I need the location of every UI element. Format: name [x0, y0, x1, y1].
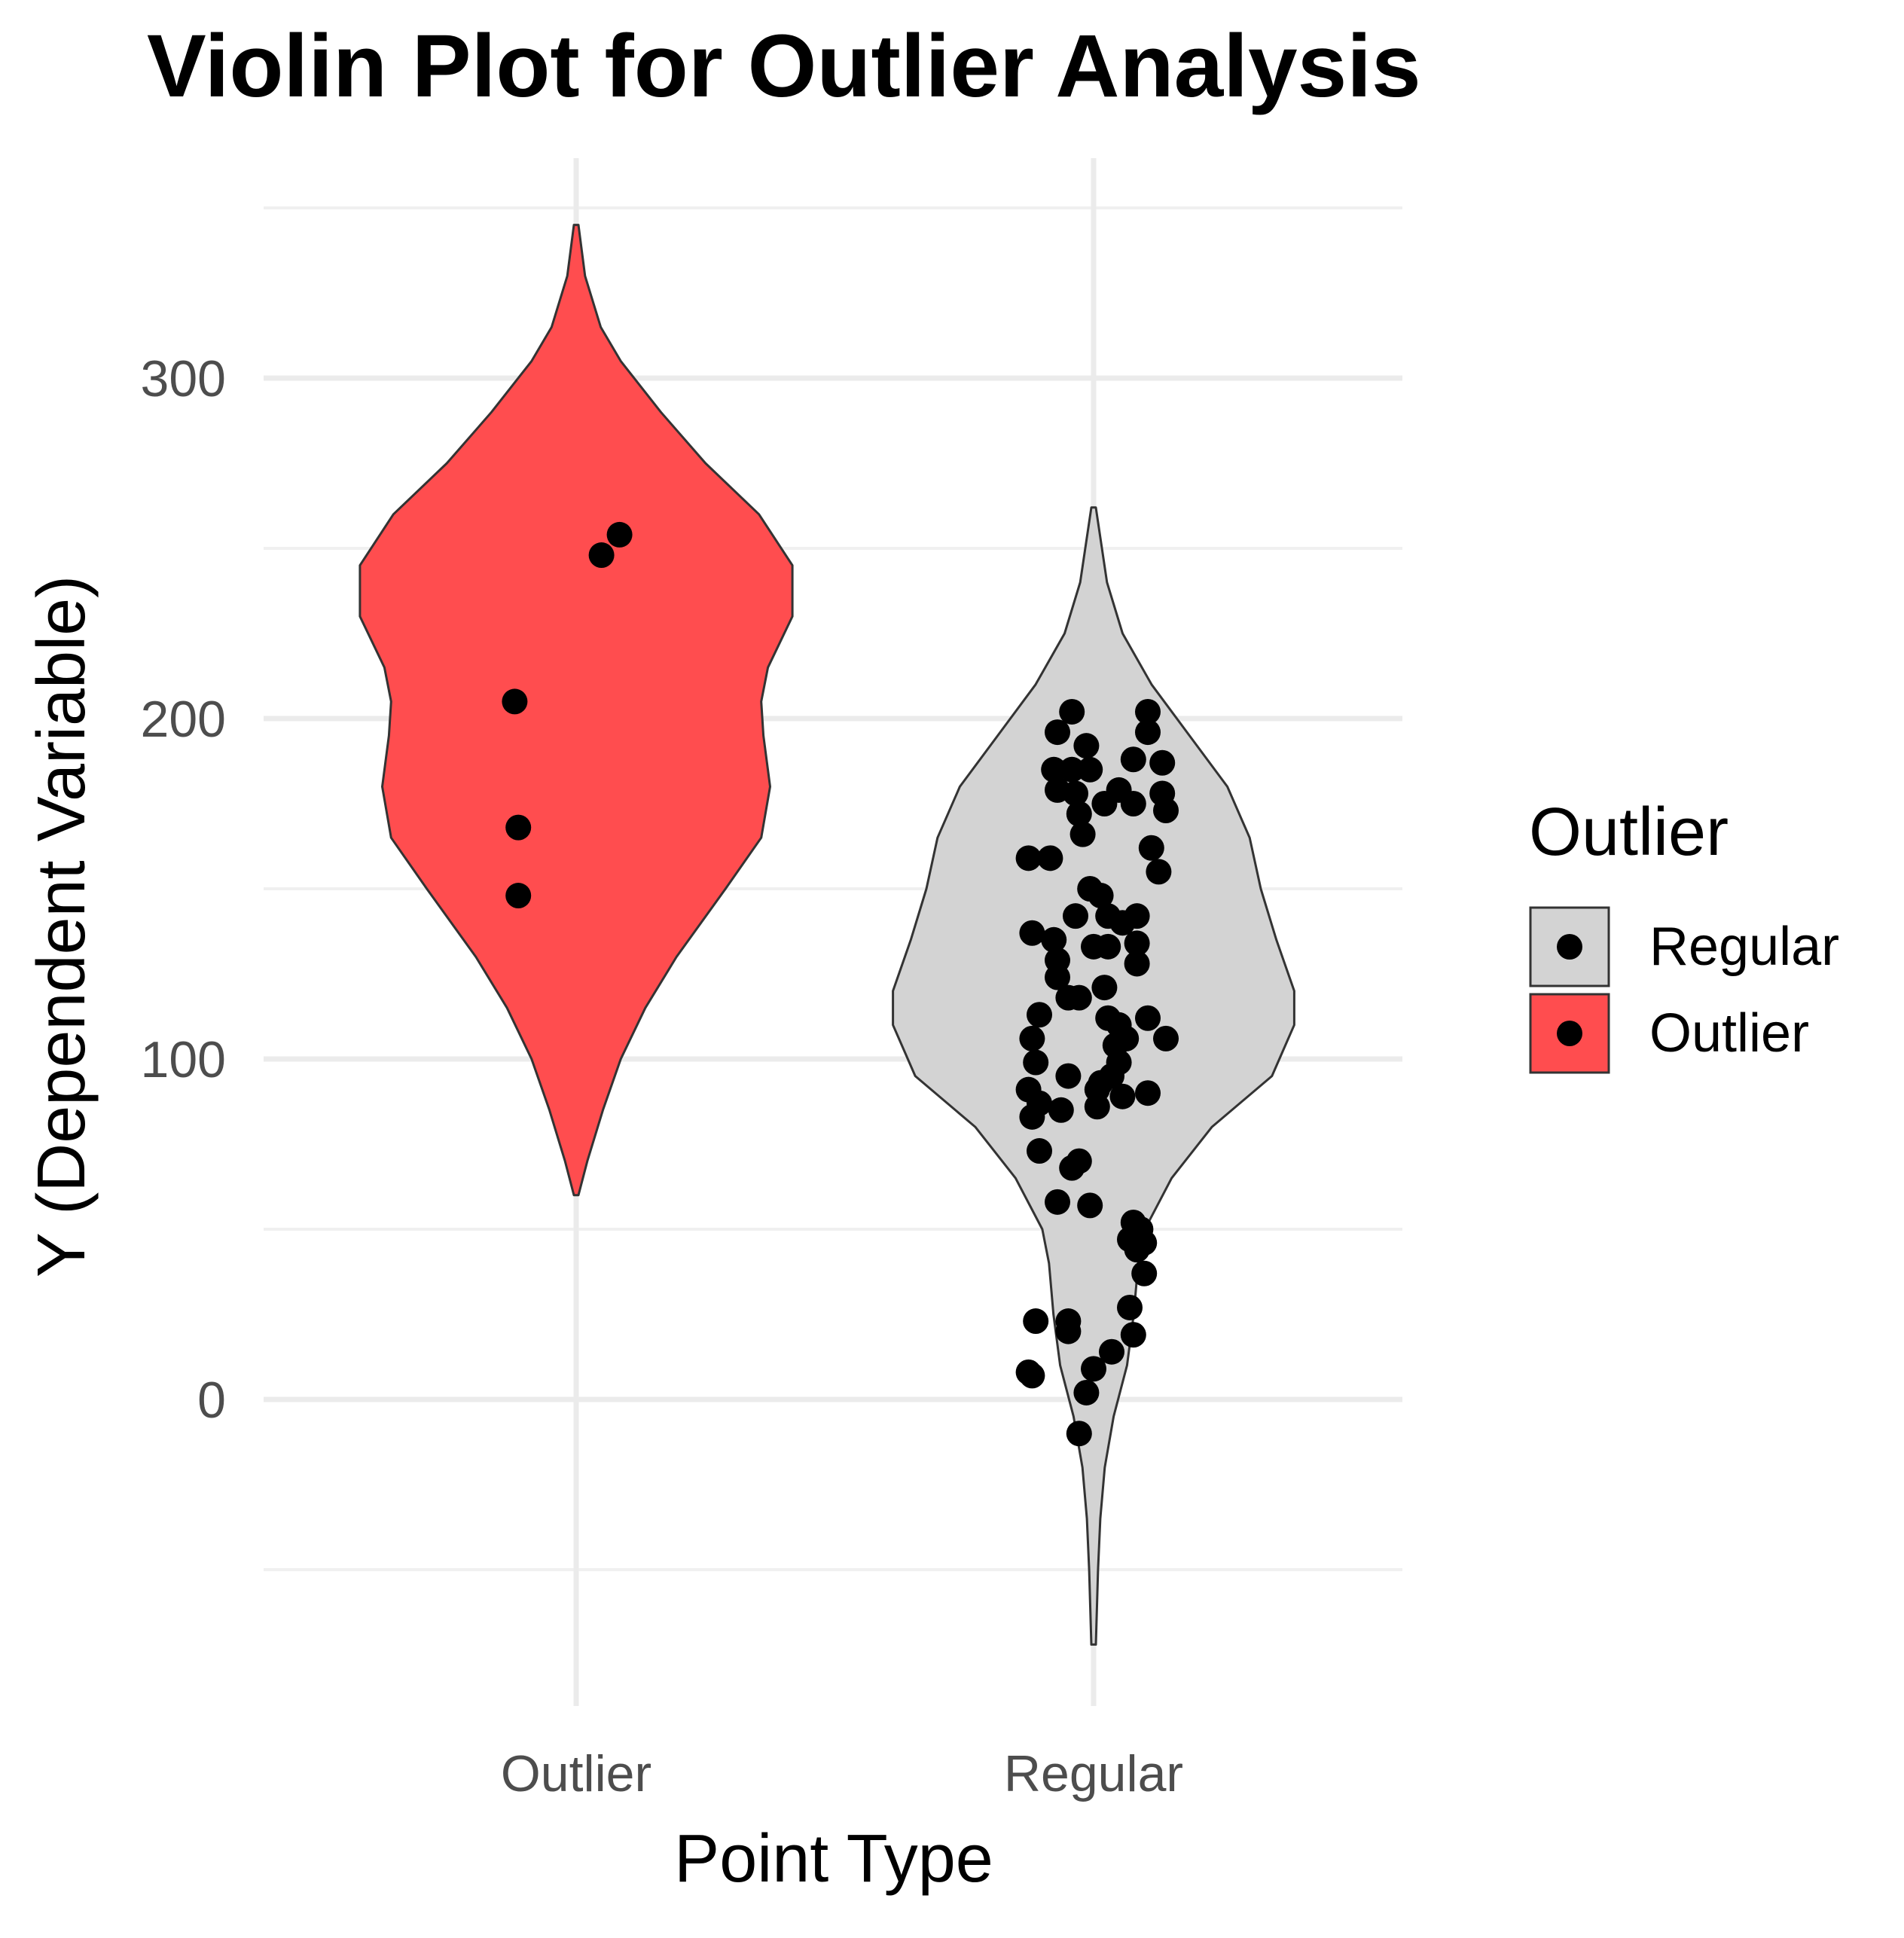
- data-point-regular: [1059, 756, 1085, 783]
- data-point-regular: [1019, 1363, 1045, 1389]
- data-point-regular: [1023, 1308, 1049, 1335]
- data-point-regular: [1120, 1322, 1146, 1348]
- data-point-regular: [1027, 1138, 1052, 1164]
- data-point-regular: [1045, 964, 1070, 990]
- x-axis-title: Point Type: [674, 1821, 993, 1897]
- x-tick-label: Regular: [1004, 1745, 1183, 1802]
- data-point-outlier: [606, 521, 633, 548]
- data-point-regular: [1063, 780, 1088, 807]
- data-point-regular: [1041, 756, 1067, 783]
- y-tick-label: 200: [141, 691, 226, 748]
- data-point-regular: [1135, 1005, 1161, 1031]
- data-point-regular: [1019, 1103, 1045, 1130]
- y-tick-label: 0: [197, 1372, 226, 1429]
- data-point-regular: [1088, 883, 1114, 909]
- data-point-regular: [1120, 746, 1146, 773]
- data-point-regular: [1131, 1260, 1158, 1286]
- data-point-regular: [1091, 975, 1118, 1001]
- legend-key-dot: [1557, 1021, 1582, 1046]
- data-point-regular: [1019, 920, 1045, 946]
- data-point-outlier: [505, 883, 532, 909]
- violins-layer: [359, 224, 1295, 1646]
- data-point-regular: [1059, 1155, 1085, 1181]
- x-tick-labels: Outlier Regular: [501, 1745, 1183, 1802]
- data-point-regular: [1149, 749, 1176, 776]
- y-tick-label: 300: [141, 350, 226, 407]
- data-point-regular: [1063, 903, 1088, 929]
- legend-label: Outlier: [1649, 1003, 1809, 1064]
- legend-title: Outlier: [1529, 795, 1729, 870]
- data-point-regular: [1048, 1097, 1074, 1123]
- data-point-regular: [1066, 984, 1092, 1011]
- data-point-regular: [1015, 845, 1042, 871]
- data-point-regular: [1037, 845, 1063, 871]
- data-point-regular: [1045, 1189, 1070, 1215]
- data-point-regular: [1084, 1094, 1110, 1120]
- data-point-regular: [1066, 1421, 1092, 1447]
- data-point-regular: [1120, 791, 1146, 816]
- data-point-regular: [1135, 719, 1161, 746]
- y-tick-label: 100: [141, 1031, 226, 1088]
- data-point-regular: [1146, 859, 1172, 885]
- data-point-regular: [1109, 1083, 1136, 1109]
- data-point-regular: [1138, 835, 1164, 861]
- data-point-regular: [1059, 698, 1085, 725]
- data-point-regular: [1045, 719, 1070, 746]
- points-layer: [502, 521, 1179, 1447]
- data-point-regular: [1153, 1025, 1179, 1051]
- data-point-regular: [1081, 1356, 1106, 1382]
- data-point-regular: [1073, 733, 1100, 759]
- data-point-regular: [1099, 1338, 1124, 1365]
- legend: Outlier Regular Outlier: [1529, 795, 1839, 1074]
- data-point-regular: [1041, 926, 1067, 953]
- chart-title: Violin Plot for Outlier Analysis: [147, 17, 1421, 116]
- data-point-regular: [1077, 756, 1103, 783]
- legend-label: Regular: [1649, 917, 1839, 977]
- legend-key-regular: [1529, 906, 1610, 987]
- y-tick-labels: 0 100 200 300: [141, 350, 226, 1429]
- data-point-regular: [1117, 1294, 1143, 1320]
- data-point-outlier: [502, 688, 528, 715]
- data-point-regular: [1135, 1080, 1161, 1106]
- data-point-regular: [1081, 933, 1106, 960]
- data-point-regular: [1055, 1318, 1082, 1344]
- data-point-regular: [1023, 1049, 1049, 1076]
- data-point-regular: [1135, 698, 1161, 725]
- data-point-regular: [1019, 1025, 1045, 1051]
- data-point-outlier: [505, 814, 532, 841]
- data-point-regular: [1153, 798, 1179, 824]
- violin-outlier: [359, 224, 794, 1197]
- data-point-outlier: [588, 542, 615, 569]
- y-axis-title: Y (Dependent Variable): [24, 575, 99, 1277]
- data-point-regular: [1066, 801, 1092, 827]
- legend-key-dot: [1557, 934, 1582, 960]
- data-point-regular: [1124, 951, 1150, 977]
- data-point-regular: [1073, 1379, 1100, 1405]
- data-point-regular: [1069, 821, 1096, 847]
- data-point-regular: [1124, 903, 1150, 929]
- data-point-regular: [1055, 1063, 1082, 1089]
- data-point-regular: [1124, 930, 1150, 957]
- x-tick-label: Outlier: [501, 1745, 651, 1802]
- data-point-regular: [1027, 1002, 1052, 1028]
- data-point-regular: [1077, 1192, 1103, 1219]
- data-point-regular: [1131, 1230, 1158, 1256]
